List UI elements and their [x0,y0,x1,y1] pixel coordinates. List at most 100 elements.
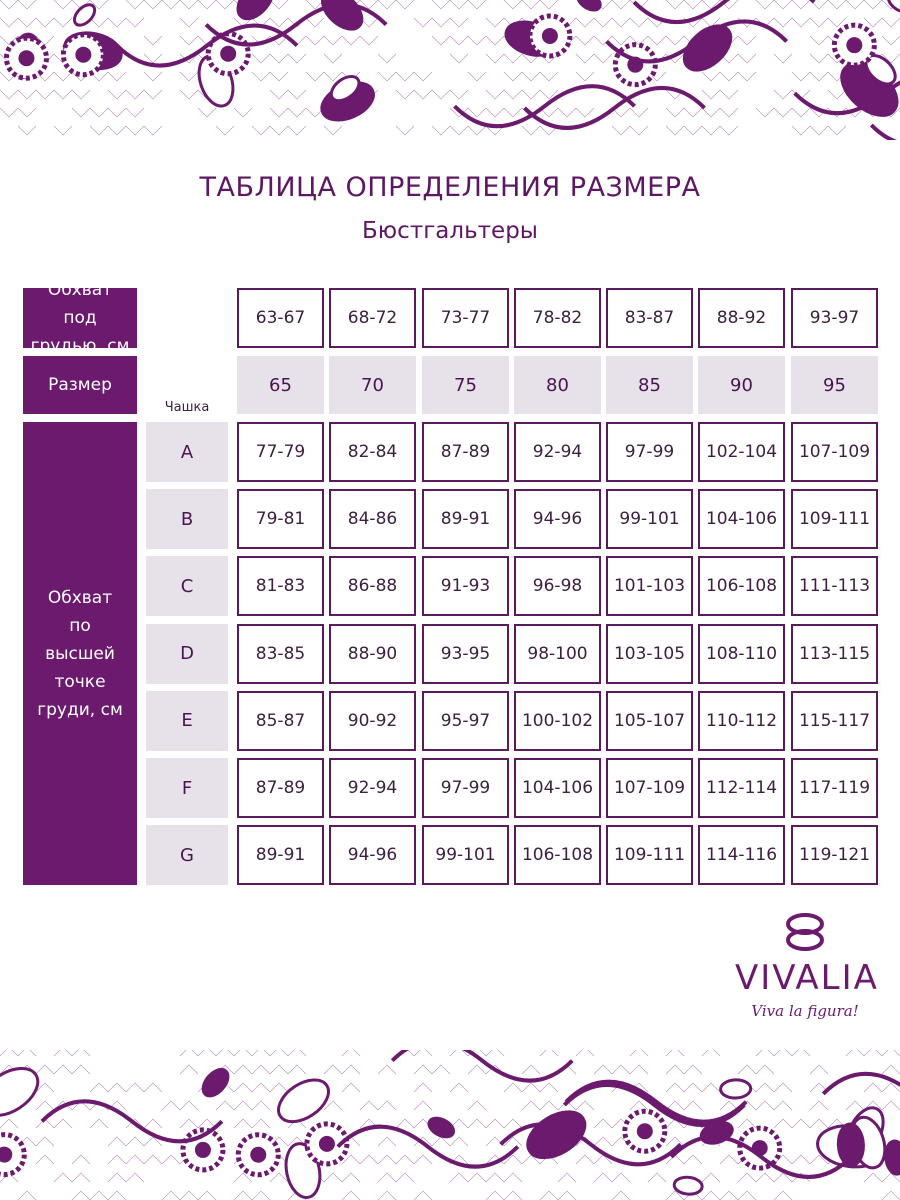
lace-motif [863,1172,883,1183]
lace-motif [503,1154,523,1165]
lace-motif [672,1175,704,1196]
lace-motif [0,107,19,118]
lace-motif [449,1082,469,1093]
lace-motif [485,89,505,100]
bust-cell: 89-91 [422,489,509,550]
lace-motif [521,71,541,82]
lace-border-bottom [0,1050,900,1200]
lace-motif [107,17,127,28]
lace-motif [431,17,451,28]
lace-motif [35,1100,55,1111]
lace-motif [431,35,451,46]
lace-motif [539,0,559,10]
lace-motif [341,1154,361,1165]
lace-motif [17,89,37,100]
lace-motif [809,1118,829,1129]
lace-motif [682,24,733,72]
lace-motif [575,107,595,118]
lace-motif [611,0,631,10]
lace-motif [737,1172,757,1183]
lace-motif [341,35,361,46]
lace-motif [701,71,721,82]
lace-motif [665,1064,685,1075]
lace-motif [449,1050,469,1057]
lace-motif [485,125,505,136]
lace-motif [809,17,829,28]
lace-motif [701,1082,721,1093]
lace-motif [413,1050,433,1057]
bust-cell: 103-105 [606,623,693,684]
lace-motif [359,35,379,46]
lace-motif [53,1172,73,1183]
lace-motif [683,1100,703,1111]
lace-motif [89,0,109,10]
cup-cell: F [146,758,228,818]
lace-motif [755,0,775,10]
lace-motif [75,46,92,63]
brand-name: VIVALIA [735,958,879,998]
lace-motif [179,71,199,82]
lace-motif [845,0,865,10]
lace-motif [107,1082,127,1093]
lace-motif [287,125,307,136]
lace-motif [0,1050,19,1057]
lace-motif [562,1083,746,1127]
lace-motif [377,1100,397,1111]
lace-motif [521,0,541,10]
bust-cell: 77-79 [237,422,324,482]
lace-motif [269,71,289,82]
lace-motif [395,0,415,10]
lace-motif [485,1050,505,1057]
lace-motif [204,2,388,47]
lace-motif [593,1172,613,1183]
underbust-cell: 88-92 [698,288,785,348]
lace-motif [629,125,649,136]
lace-motif [179,1050,199,1057]
lace-motif [449,107,469,118]
lace-motif [809,1064,829,1075]
bust-cell: 85-87 [237,690,324,751]
lace-motif [0,1118,19,1129]
lace-motif [413,1136,433,1147]
lace-motif [485,107,505,118]
lace-motif [125,0,145,10]
lace-motif [413,89,433,100]
lace-motif [809,1154,829,1165]
underbust-cell: 83-87 [606,288,693,348]
lace-motif [575,1154,595,1165]
lace-motif [467,1172,487,1183]
lace-motif [431,1136,451,1147]
lace-motif [485,17,505,28]
lace-motif [287,89,307,100]
bust-cell: 106-108 [514,825,601,886]
lace-motif [194,1141,211,1158]
lace-motif [269,0,289,10]
bust-cell: 93-95 [422,623,509,684]
lace-motif [647,35,667,46]
lace-motif [341,1190,361,1200]
lace-motif [575,1050,595,1057]
lace-motif [107,107,127,118]
lace-motif [791,71,811,82]
lace-motif [701,1172,721,1183]
lace-motif [107,1154,127,1165]
lace-motif [431,1064,451,1075]
lace-motif [449,0,469,10]
bust-cell: 89-91 [237,825,324,886]
lace-motif [467,0,487,10]
bust-cell: 114-116 [698,825,785,886]
lace-motif [737,1064,757,1075]
lace-motif [827,17,847,28]
lace-motif [526,1110,587,1160]
lace-motif [791,1118,811,1129]
lace-motif [881,1064,900,1075]
lace-motif [251,1190,271,1200]
lace-motif [107,1190,127,1200]
lace-motif [71,1190,91,1200]
lace-motif [125,1172,145,1183]
lace-motif [863,1050,883,1057]
lace-motif [377,1136,397,1147]
lace-motif [143,1154,163,1165]
lace-motif [197,1050,217,1057]
lace-motif [233,1082,253,1093]
